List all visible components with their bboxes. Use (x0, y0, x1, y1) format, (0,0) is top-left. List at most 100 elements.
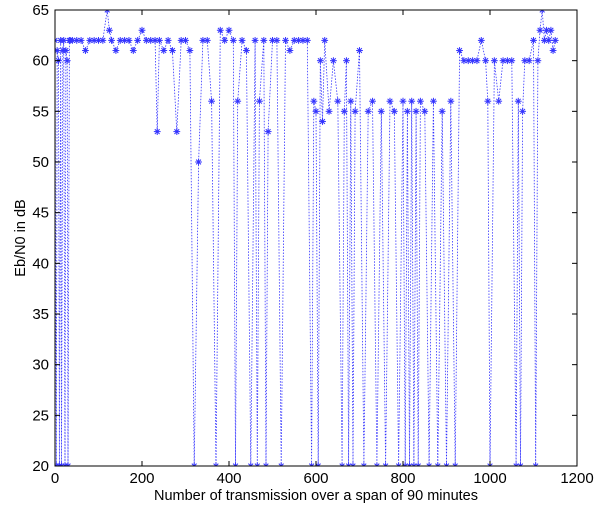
data-point (434, 462, 442, 466)
data-point (256, 97, 263, 105)
x-tick-label: 400 (216, 470, 241, 487)
data-point (536, 26, 544, 34)
data-point (403, 107, 411, 115)
data-point (369, 97, 376, 105)
y-axis: 20 25 30 35 40 45 50 55 60 65 (32, 2, 577, 475)
x-tick-label: 600 (303, 470, 328, 487)
x-tick-label: 800 (390, 470, 415, 487)
data-point (232, 462, 239, 466)
data-point (212, 462, 220, 466)
data-point (382, 462, 389, 466)
y-tick-label: 30 (32, 357, 49, 374)
data-point (310, 97, 318, 105)
data-point (77, 37, 85, 44)
data-point (373, 462, 381, 466)
data-point (138, 26, 146, 34)
data-point (90, 37, 98, 44)
data-point (199, 37, 207, 44)
data-point (312, 107, 320, 115)
data-point (456, 47, 463, 54)
data-point (512, 462, 520, 466)
data-point (395, 462, 403, 466)
data-point (203, 37, 211, 44)
data-point (105, 26, 113, 34)
data-point (108, 37, 115, 44)
data-point (229, 37, 237, 44)
data-point (225, 26, 233, 34)
data-point (340, 107, 348, 115)
data-point (308, 462, 316, 466)
data-point (534, 57, 542, 65)
data-point (273, 37, 281, 44)
x-tick-label: 200 (129, 470, 154, 487)
data-point (169, 47, 176, 54)
data-point (477, 37, 485, 44)
y-tick-label: 20 (32, 458, 49, 475)
data-point (216, 26, 224, 34)
y-tick-label: 55 (32, 103, 49, 120)
data-point (190, 462, 198, 466)
data-point (438, 107, 446, 115)
x-axis: 0 200 400 600 800 1000 1200 (51, 10, 594, 487)
data-point (264, 128, 272, 135)
y-tick-label: 45 (32, 205, 49, 222)
data-point (399, 97, 407, 105)
data-point (142, 37, 150, 44)
data-point (447, 97, 455, 105)
data-point (410, 462, 418, 466)
data-point (538, 10, 546, 14)
data-point (514, 97, 522, 105)
data-point (386, 97, 394, 105)
data-point (321, 37, 329, 44)
data-point (319, 118, 326, 125)
data-point (499, 57, 507, 65)
data-point (377, 107, 385, 115)
data-point (521, 57, 529, 65)
data-point (195, 158, 202, 166)
data-point (247, 462, 255, 466)
data-point (408, 97, 416, 105)
data-point (62, 47, 70, 54)
data-point (282, 37, 289, 44)
data-point (508, 57, 516, 65)
data-point (129, 47, 137, 54)
x-tick-label: 0 (51, 470, 59, 487)
data-point (473, 57, 481, 65)
data-point (253, 462, 261, 466)
data-point (451, 462, 459, 466)
data-point (530, 37, 537, 44)
data-point (532, 462, 540, 466)
data-point (421, 107, 429, 115)
data-point (314, 462, 322, 466)
data-point (303, 37, 311, 44)
data-point (443, 462, 450, 466)
data-point (82, 47, 89, 54)
data-point (338, 462, 346, 466)
data-point (525, 57, 533, 65)
data-point (334, 97, 342, 105)
data-point (251, 37, 259, 44)
data-point (356, 47, 363, 54)
data-point (360, 462, 368, 466)
data-point (490, 57, 498, 65)
y-tick-label: 40 (32, 255, 49, 272)
data-point (99, 37, 107, 44)
data-point (299, 37, 307, 44)
data-point (549, 47, 557, 54)
data-point (316, 57, 324, 65)
data-point (238, 37, 246, 44)
data-point (517, 462, 524, 466)
data-point (262, 462, 270, 466)
y-axis-label: Eb/N0 in dB (13, 199, 29, 276)
data-point (519, 107, 527, 115)
data-point (545, 37, 553, 44)
data-point (425, 462, 433, 466)
data-point (482, 57, 490, 65)
y-tick-label: 25 (32, 407, 49, 424)
data-point (551, 37, 559, 44)
data-point (390, 107, 398, 115)
data-point (464, 57, 472, 65)
data-point (406, 462, 413, 466)
